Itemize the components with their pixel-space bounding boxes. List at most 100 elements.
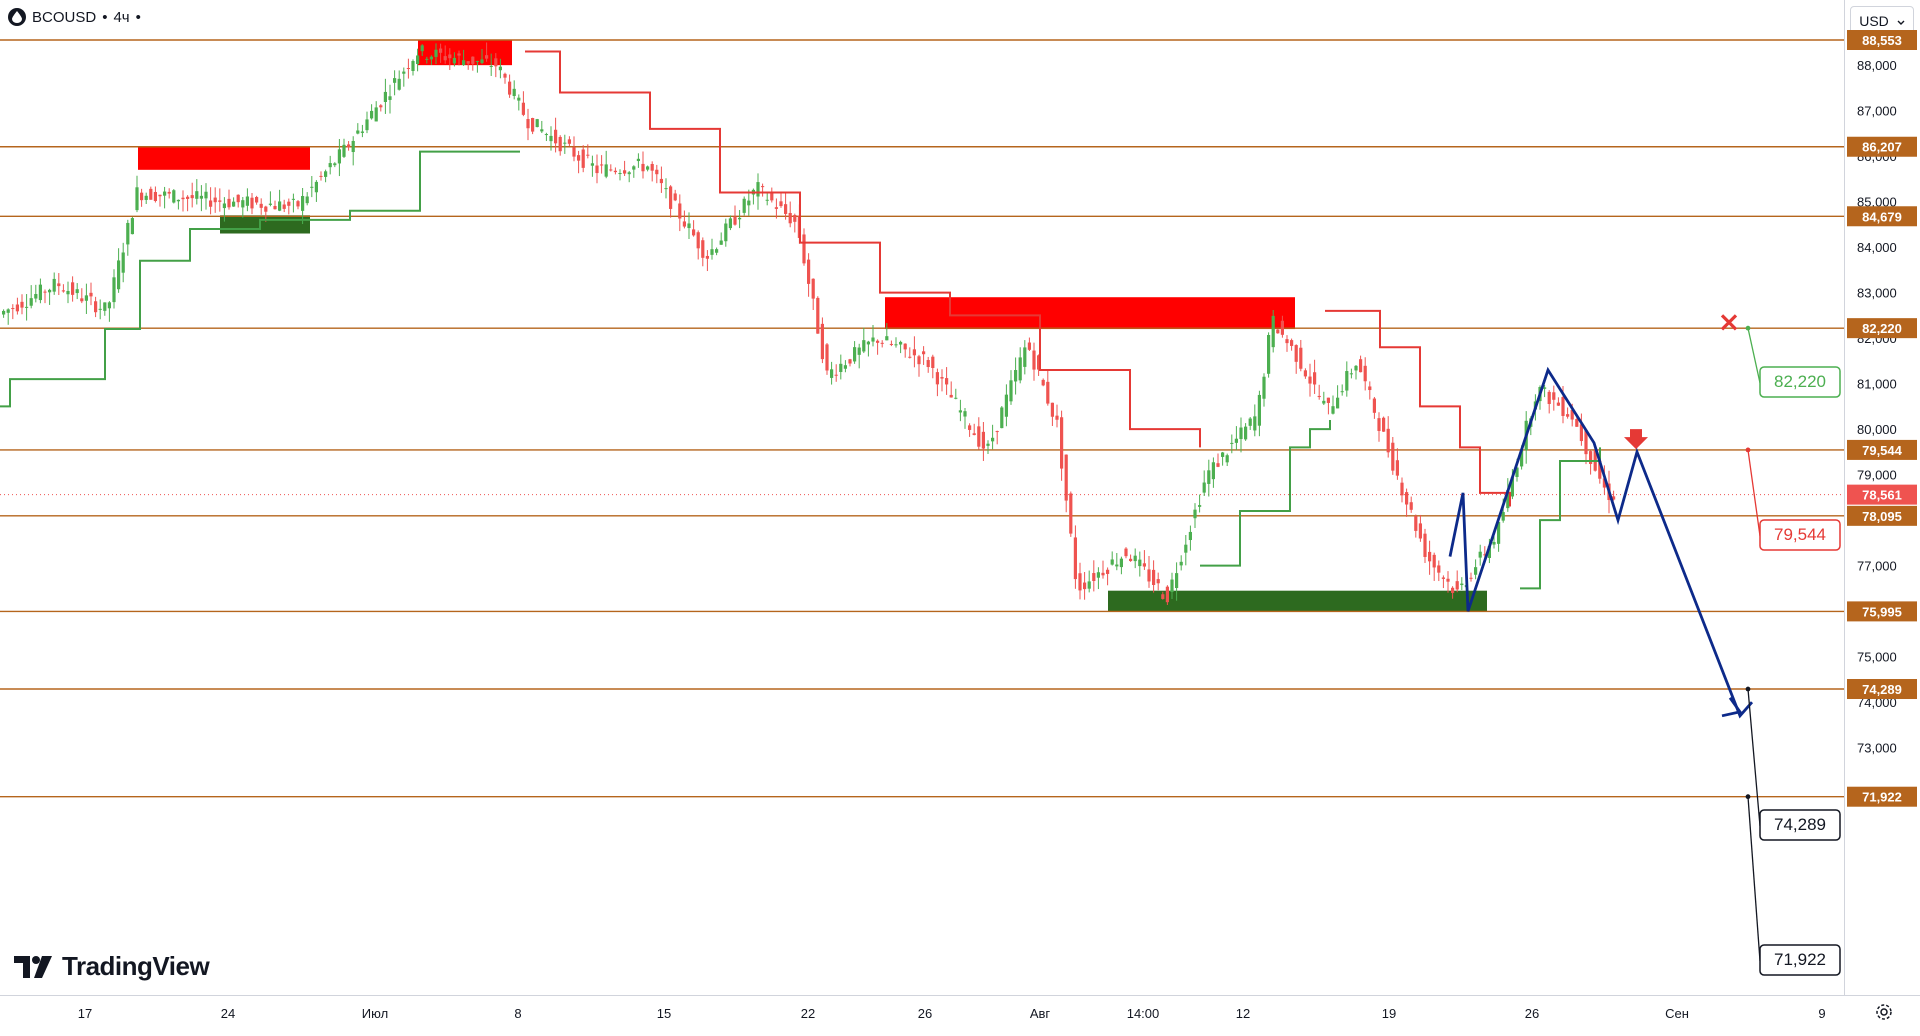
- candle-body: [1257, 394, 1261, 426]
- candle-body: [549, 135, 553, 142]
- candle-body: [71, 282, 75, 295]
- level-price-label: 88,553: [1862, 33, 1902, 48]
- candle-body: [623, 170, 627, 174]
- candle-body: [1598, 460, 1602, 479]
- candle-body: [29, 298, 33, 306]
- candle-body: [1400, 482, 1404, 496]
- candle-body: [1285, 339, 1289, 344]
- candle-body: [848, 359, 852, 364]
- price-chart[interactable]: 82,220 79,544 74,289 71,922: [0, 0, 1844, 995]
- candle-body: [1115, 564, 1119, 567]
- price-axis[interactable]: 88,00087,00086,00085,00084,00083,00082,0…: [1844, 0, 1920, 995]
- candle-body: [20, 301, 24, 308]
- candle-body: [719, 240, 723, 245]
- candle-body: [57, 283, 61, 287]
- candle-body: [963, 411, 967, 417]
- candle-body: [926, 360, 930, 368]
- candle-body: [540, 129, 544, 132]
- candle-body: [830, 369, 834, 378]
- candle-body: [1543, 387, 1547, 389]
- candle-body: [1202, 482, 1206, 493]
- candle-body: [89, 292, 93, 297]
- chart-area[interactable]: 82,220 79,544 74,289 71,922: [0, 0, 1844, 995]
- candle-body: [2, 310, 6, 315]
- candle-body: [181, 197, 185, 200]
- interval-label[interactable]: 4ч: [113, 8, 130, 26]
- candle-body: [130, 218, 134, 235]
- candle-body: [1271, 315, 1275, 348]
- candle-body: [167, 191, 171, 194]
- candle-body: [613, 170, 617, 173]
- callout-box: [1759, 366, 1841, 398]
- candle-body: [172, 190, 176, 203]
- candle-body: [1575, 419, 1579, 427]
- candle-body: [324, 171, 328, 177]
- candle-body: [1294, 345, 1298, 362]
- candle-body: [581, 149, 585, 168]
- symbol-header[interactable]: BCOUSD • 4ч •: [8, 8, 141, 26]
- candle-body: [264, 206, 268, 212]
- resistance-zone: [885, 297, 1295, 330]
- candle-body: [554, 129, 558, 144]
- candle-body: [669, 186, 673, 209]
- candle-body: [1474, 567, 1478, 575]
- callout-leader: [1747, 688, 1761, 827]
- candle-body: [75, 289, 79, 294]
- price-tick-label: 79,000: [1857, 468, 1897, 483]
- candle-body: [1142, 563, 1146, 567]
- candle-body: [1179, 561, 1183, 566]
- candle-body: [1073, 537, 1077, 580]
- candle-body: [853, 347, 857, 362]
- candle-body: [655, 169, 659, 175]
- recovery-stop-line: [1200, 420, 1331, 567]
- oil-drop-icon: [8, 8, 26, 26]
- candle-body: [636, 158, 640, 162]
- candle-body: [25, 306, 29, 308]
- candle-body: [287, 201, 291, 206]
- candle-body: [222, 203, 226, 209]
- candle-body: [1451, 587, 1455, 593]
- price-tick-label: 84,000: [1857, 240, 1897, 255]
- candle-body: [342, 144, 346, 157]
- price-tick-label: 75,000: [1857, 650, 1897, 665]
- time-tick-label: 24: [221, 1006, 235, 1021]
- candle-body: [692, 229, 696, 236]
- candle-body: [176, 199, 180, 202]
- settings-gear-icon[interactable]: [1870, 998, 1898, 1026]
- candle-body: [296, 201, 300, 207]
- brand-name: TradingView: [62, 951, 210, 981]
- time-tick-label: 22: [801, 1006, 815, 1021]
- time-axis[interactable]: 17 24 Июл 8 15 22 26 Авг 14:00 12 19 26 Сен 9: [0, 995, 1920, 1031]
- candle-body: [1165, 586, 1169, 603]
- candle-body: [1336, 397, 1340, 409]
- candle-body: [1023, 347, 1027, 367]
- candle-body: [6, 309, 10, 313]
- callout-label: 71,922: [1774, 950, 1826, 969]
- current-price-tag: [1847, 484, 1917, 505]
- candle-body: [563, 142, 567, 144]
- candle-body: [544, 134, 548, 136]
- callout-box: [1759, 809, 1841, 841]
- tradingview-logo[interactable]: TradingView: [14, 951, 210, 982]
- support-zone: [220, 215, 310, 234]
- candle-body: [526, 119, 530, 129]
- candle-body: [1156, 579, 1160, 584]
- level-price-tag: [1847, 136, 1917, 157]
- callout-leader: [1747, 328, 1761, 384]
- candle-body: [632, 166, 636, 170]
- level-price-label: 75,995: [1862, 604, 1902, 619]
- time-tick-label: 9: [1818, 1006, 1825, 1021]
- callout-leader: [1747, 449, 1761, 537]
- level-price-label: 71,922: [1862, 790, 1902, 805]
- candle-body: [958, 410, 962, 413]
- candle-body: [521, 102, 525, 115]
- candle-body: [701, 240, 705, 258]
- candle-body: [227, 198, 231, 208]
- callout-box: [1759, 944, 1841, 976]
- forecast-path: [1448, 366, 1754, 719]
- candle-body: [383, 91, 387, 102]
- candle-body: [912, 349, 916, 356]
- chevron-down-icon: [1897, 13, 1905, 29]
- candle-body: [876, 340, 880, 343]
- candle-body: [259, 203, 263, 208]
